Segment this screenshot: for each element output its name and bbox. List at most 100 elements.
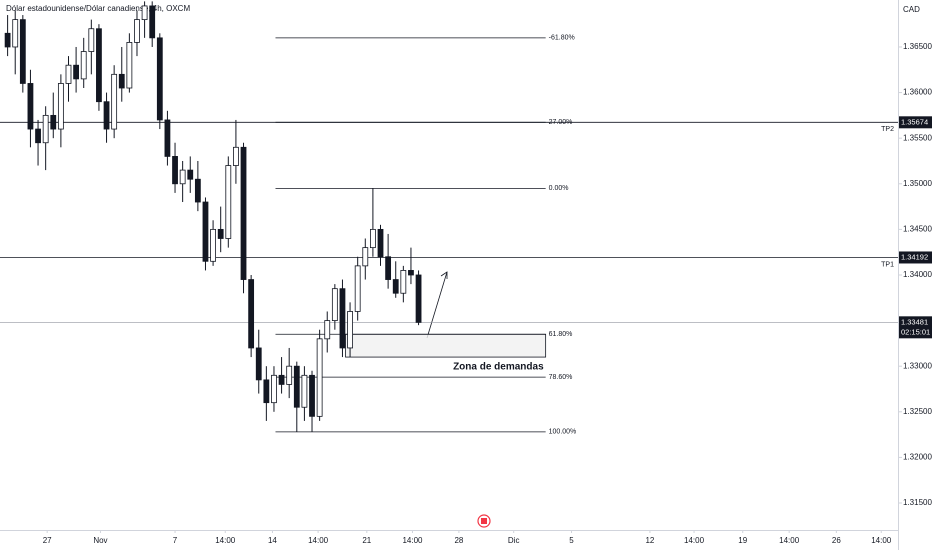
event-icon[interactable] (477, 514, 491, 528)
candle-body (408, 270, 414, 276)
candle-body (4, 32, 11, 48)
fib-label: 78.60% (549, 374, 573, 381)
candle-body (301, 374, 308, 408)
last-price: 1.33481 (901, 317, 928, 326)
candle-body (96, 28, 102, 103)
projection-arrow (426, 271, 448, 339)
level-price: 1.34192 (901, 252, 928, 261)
x-tick-label: 21 (362, 536, 371, 545)
candle-body (149, 5, 156, 39)
y-tick-label: 1.32500 (903, 407, 932, 416)
demand-zone-label: Zona de demandas (453, 362, 544, 373)
candle-body (19, 19, 26, 84)
candle-body (27, 83, 34, 130)
demand-zone (345, 333, 547, 358)
level-price-box (899, 116, 932, 129)
candle-body (354, 265, 361, 312)
candle-body (73, 64, 80, 80)
y-tick-label: 1.31500 (903, 498, 932, 507)
y-tick-label: 1.35500 (903, 133, 932, 142)
x-tick-label: 14:00 (402, 536, 423, 545)
level-name: TP2 (881, 126, 894, 133)
candle-body (293, 365, 300, 408)
candle-body (80, 51, 87, 80)
candle-body (217, 228, 224, 239)
candle-body (286, 365, 293, 385)
y-tick-label: 1.35000 (903, 179, 932, 188)
candle-body (35, 128, 41, 144)
x-tick-label: 19 (738, 536, 747, 545)
candle-body (339, 288, 346, 349)
candle-body (65, 64, 72, 84)
fib-label: -61.80% (549, 35, 575, 42)
x-tick-label: 7 (173, 536, 178, 545)
candle-body (179, 169, 186, 185)
candle-body (134, 19, 140, 43)
y-tick-label: 1.36500 (903, 42, 932, 51)
candle-body (210, 228, 216, 262)
candle-body (263, 379, 270, 404)
x-tick-label: 14 (268, 536, 277, 545)
candle-body (103, 101, 110, 130)
candle-body (324, 320, 331, 340)
countdown: 02:15:01 (901, 327, 930, 336)
x-tick-label: 14:00 (215, 536, 236, 545)
x-tick-label: Nov (93, 536, 107, 545)
candle-body (164, 119, 171, 157)
candle-body (187, 169, 194, 180)
fib-label: 100.00% (549, 429, 577, 436)
candle-body (316, 338, 323, 417)
candle-body (202, 201, 209, 262)
candle-body (347, 311, 353, 349)
chart-title: Dólar estadounidense/Dólar canadiense, 4… (6, 4, 190, 13)
x-tick-label: 14:00 (871, 536, 892, 545)
x-tick-label: 12 (645, 536, 654, 545)
level-price: 1.35674 (901, 117, 928, 126)
candle-body (415, 274, 422, 323)
candle-body (309, 374, 315, 417)
candle-body (194, 178, 201, 203)
candle-body (400, 270, 407, 294)
fib-label: 0.00% (549, 185, 569, 192)
x-tick-label: 26 (832, 536, 841, 545)
x-tick-label: 28 (454, 536, 463, 545)
x-tick-label: 5 (569, 536, 574, 545)
candle-body (385, 256, 392, 280)
candle-body (88, 28, 95, 52)
x-tick-label: Dic (508, 536, 520, 545)
candle-body (118, 73, 125, 89)
candle-body (362, 247, 369, 267)
fib-label: 61.80% (549, 331, 573, 338)
level-price-box (899, 251, 932, 264)
y-tick-label: 1.33000 (903, 361, 932, 370)
candle-body (240, 146, 247, 280)
x-tick-label: 27 (43, 536, 52, 545)
candle-body (141, 5, 148, 21)
currency-label: CAD (903, 5, 920, 14)
candle-body (12, 19, 19, 48)
candle-body (233, 146, 239, 166)
level-name: TP1 (881, 261, 894, 268)
candle-body (50, 114, 57, 130)
last-price-box (899, 316, 932, 339)
x-tick-label: 14:00 (779, 536, 800, 545)
x-tick-label: 14:00 (684, 536, 705, 545)
candle-body (111, 73, 118, 130)
y-tick-label: 1.34000 (903, 270, 932, 279)
arrow-head (440, 271, 448, 279)
x-tick-label: 14:00 (308, 536, 329, 545)
y-tick-label: 1.34500 (903, 224, 932, 233)
candle-body (172, 156, 178, 185)
candle-body (225, 165, 232, 239)
y-tick-label: 1.32000 (903, 453, 932, 462)
candle-body (248, 279, 255, 349)
candle-body (271, 374, 277, 404)
y-tick-label: 1.36000 (903, 88, 932, 97)
candle-body (331, 288, 338, 321)
candle-body (369, 228, 376, 249)
candle-body (278, 374, 285, 385)
candle-body (156, 37, 163, 121)
candle-body (57, 83, 64, 130)
